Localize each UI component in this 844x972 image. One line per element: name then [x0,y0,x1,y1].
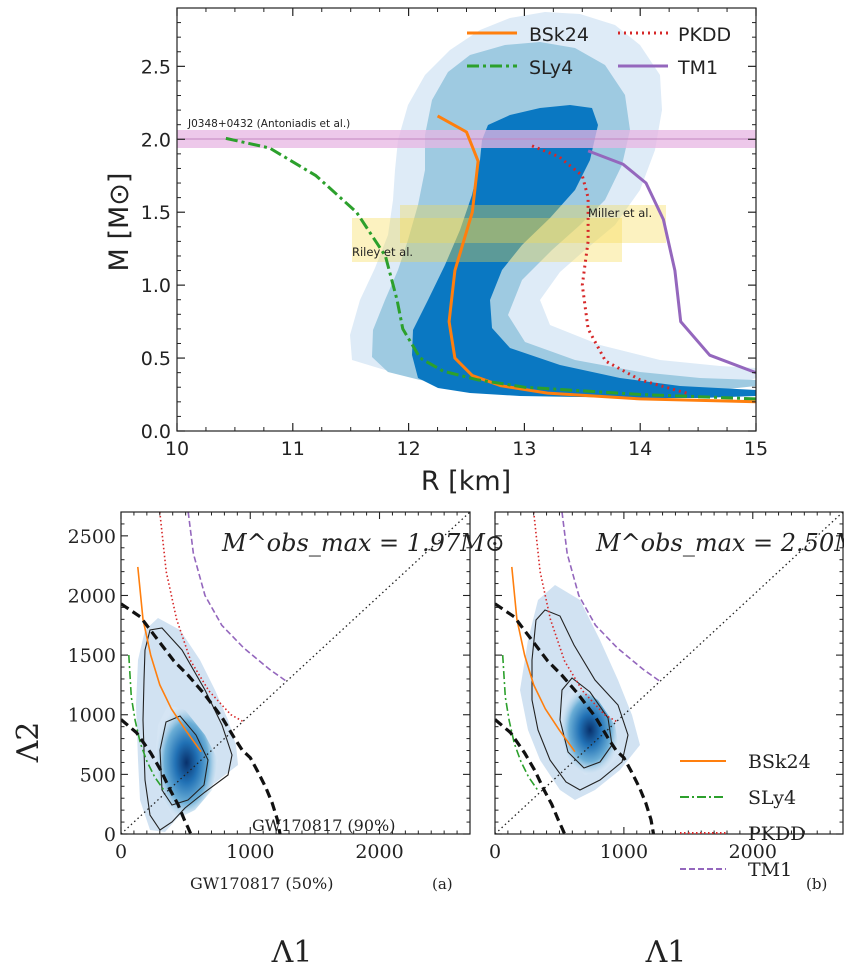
inner-credible-region [412,105,756,398]
curve-tm1 [587,149,756,375]
legend-label-bsk24: BSk24 [529,24,589,46]
posterior-density-b-inner [560,685,620,775]
tidal-panel-b: 0 1000 2000 M^obs_max = 2.50M⊙ (b) Λ1 BSk2… [489,511,844,970]
legend-label-pkdd: PKDD [678,24,731,46]
legend-b-label-bsk24: BSk24 [748,751,811,773]
panel-a-x-tick-label: 0 [115,841,127,863]
legend-label-tm1: TM1 [677,57,718,79]
panel-b-gw170817-bound-90 [495,602,656,834]
curve-pkdd [529,143,687,395]
top-y-tick-label: 1.5 [141,202,171,224]
top-x-tick-label: 11 [281,438,305,460]
panel-a-curve-tm1 [187,512,287,682]
riley-label: Riley et al. [352,245,413,259]
top-x-axis-label: R [km] [421,466,511,497]
panel-a-x-tick-label: 2000 [355,841,403,863]
panel-a-curve-pkdd [159,512,245,723]
panel-b-x-tick-label: 1000 [600,841,648,863]
panel-a-tag: (a) [432,875,453,893]
bottom-legend: BSk24 SLy4 PKDD TM1 [680,751,811,881]
panel-a-y-tick-label: 1000 [68,705,116,727]
panel-b-curve-tm1 [561,512,661,682]
top-y-tick-label: 1.0 [141,275,171,297]
top-x-tick-label: 15 [744,438,768,460]
panel-a-curve-bsk24 [137,566,202,753]
panel-b-frame [494,511,844,835]
panel-a-credible-contour-inner [159,715,209,806]
tidal-panel-a: 0 1000 2000 0 500 1000 1500 2000 2500 M^obs_max … [11,511,505,970]
j0348-label: J0348+0432 (Antoniadis et al.) [187,118,350,130]
panel-a-x-tick-label: 1000 [226,841,274,863]
legend-label-sly4: SLy4 [529,57,573,79]
top-y-tick-label: 2.5 [141,56,171,78]
panel-b-tag: (b) [806,875,827,893]
mass-radius-panel: 10 11 12 13 14 15 0.0 0.5 1.0 1.5 2.0 2.5 J0348+043… [104,7,768,497]
top-y-tick-label: 2.0 [141,129,171,151]
top-x-tick-label: 10 [165,438,189,460]
top-x-tick-label: 12 [397,438,421,460]
panel-a-x-axis-label: Λ1 [271,935,313,970]
legend-b-label-tm1: TM1 [748,859,792,881]
curve-bsk24 [436,114,756,404]
panel-b-title: M^obs_max = 2.50M⊙ [595,529,844,557]
curve-sly4 [222,136,756,401]
miller-constraint-box [400,205,666,243]
top-x-tick-label: 14 [628,438,652,460]
top-y-tick-label: 0.0 [141,421,171,443]
panel-b-x-axis-label: Λ1 [645,935,687,970]
top-legend: BSk24 PKDD SLy4 TM1 [467,24,731,79]
panel-a-y-tick-label: 1500 [68,645,116,667]
riley-constraint-box [352,218,622,262]
legend-b-label-pkdd: PKDD [748,823,805,845]
panel-a-y-tick-label: 500 [80,764,116,786]
panel-b-curve-pkdd [532,512,618,723]
panel-a-gw170817-bound-50 [121,718,193,834]
panel-b-credible-contour-outer [531,609,629,791]
panel-a-y-axis-label: Λ2 [11,722,46,764]
panel-b-x-tick-label: 0 [489,841,501,863]
panel-b-curve-bsk24 [511,566,576,753]
panel-a-y-tick-label: 2500 [68,526,116,548]
panel-a-gw170817-bound-90 [121,602,282,834]
panel-a-y-tick-label: 0 [104,824,116,846]
legend-b-label-sly4: SLy4 [748,787,796,809]
panel-a-title: M^obs_max = 1.97M⊙ [221,529,505,557]
miller-label: Miller et al. [588,206,652,220]
panel-b-gw170817-bound-50 [495,718,567,834]
panel-a-frame [120,511,471,835]
gw50-label: GW170817 (50%) [190,874,333,893]
top-y-axis-label: M [M⊙] [104,173,135,272]
top-y-tick-label: 0.5 [141,348,171,370]
top-x-tick-label: 13 [512,438,536,460]
panel-b-credible-contour-inner [559,677,613,769]
panel-a-credible-contour-outer [142,627,233,831]
gw90-label: GW170817 (90%) [252,816,395,835]
panel-b-x-tick-label: 2000 [729,841,777,863]
panel-a-y-tick-label: 2000 [68,585,116,607]
